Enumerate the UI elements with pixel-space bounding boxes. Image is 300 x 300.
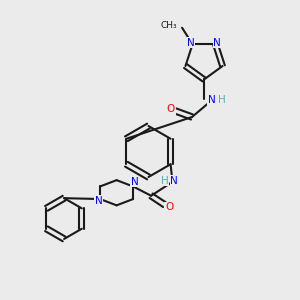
Text: N: N (95, 196, 103, 206)
Text: H: H (161, 176, 169, 186)
Text: N: N (170, 176, 178, 186)
Text: CH₃: CH₃ (160, 21, 177, 30)
Text: O: O (165, 202, 173, 212)
Text: H: H (218, 95, 225, 106)
Text: O: O (167, 104, 175, 115)
Text: N: N (208, 95, 215, 106)
Text: N: N (131, 177, 139, 187)
Text: N: N (213, 38, 221, 48)
Text: N: N (187, 38, 195, 48)
